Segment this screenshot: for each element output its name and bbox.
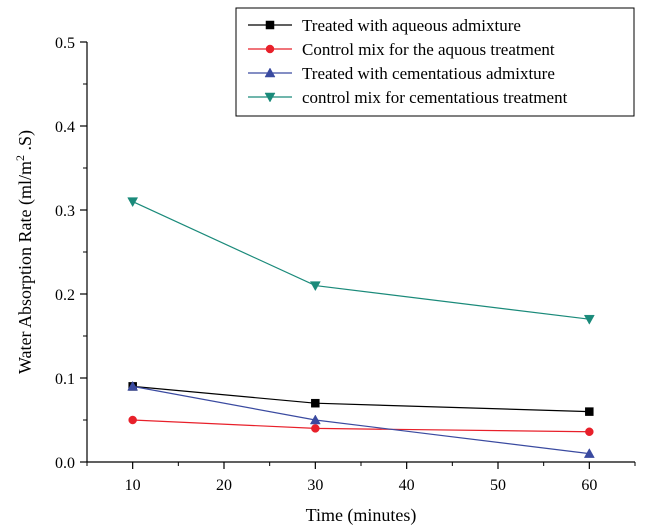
y-tick-label: 0.3 <box>55 203 75 220</box>
y-tick-label: 0.1 <box>55 371 75 388</box>
legend-label: Treated with cementatious admixture <box>302 64 555 83</box>
legend-box <box>235 7 635 117</box>
legend-swatch-marker <box>264 92 276 103</box>
legend-label: Control mix for the aquous treatment <box>302 40 555 59</box>
legend-swatch-marker <box>264 67 276 78</box>
y-tick-label: 0.2 <box>55 287 75 304</box>
series-line <box>132 385 590 455</box>
legend-item: Treated with aqueous admixture <box>248 16 521 35</box>
legend-swatch-marker <box>265 20 275 30</box>
legend-items: Treated with aqueous admixture Control mi… <box>248 16 568 107</box>
series-2 <box>128 415 594 437</box>
y-tick-label: 0.0 <box>55 455 75 472</box>
x-tick-label: 30 <box>307 477 323 494</box>
data-point <box>311 398 320 408</box>
data-point <box>127 197 139 208</box>
data-point <box>583 314 595 325</box>
legend: Treated with aqueous admixture Control mi… <box>235 7 635 117</box>
series-line <box>132 201 590 320</box>
data-point <box>585 427 594 437</box>
y-tick-label: 0.5 <box>55 35 75 52</box>
x-tick-label: 60 <box>581 477 597 494</box>
legend-swatch-marker <box>265 44 275 54</box>
y-axis-title-superscript: 2 <box>13 155 27 161</box>
x-tick-label: 40 <box>399 477 415 494</box>
x-tick-label: 50 <box>490 477 506 494</box>
data-point <box>309 414 321 425</box>
x-tick-label: 10 <box>125 477 141 494</box>
data-point <box>127 380 139 391</box>
y-axis-ticks: 0.0 0.1 0.2 0.3 0.4 0.5 <box>55 35 87 472</box>
data-point <box>585 407 594 416</box>
data-point <box>311 424 320 433</box>
x-tick-label: 20 <box>216 477 232 494</box>
data-point <box>128 415 137 425</box>
y-axis-title-main: Water Absorption Rate (ml/m <box>15 161 36 374</box>
series-layer <box>127 197 595 458</box>
legend-label: control mix for cementatious treatment <box>302 88 568 107</box>
series-4 <box>127 197 595 325</box>
legend-item: Treated with cementatious admixture <box>248 64 555 83</box>
legend-item: Control mix for the aquous treatment <box>248 40 555 59</box>
y-tick-label: 0.4 <box>55 119 75 136</box>
y-axis-title: Water Absorption Rate (ml/m2 .S) <box>13 130 36 374</box>
x-axis-ticks: 10 20 30 40 50 60 <box>86 462 636 494</box>
plot-area: 10 20 30 40 50 60 0.0 0.1 0.2 0.3 0.4 0.5 <box>55 35 636 494</box>
legend-item: control mix for cementatious treatment <box>248 88 568 107</box>
legend-label: Treated with aqueous admixture <box>302 16 521 35</box>
data-point <box>583 448 595 458</box>
y-axis-title-suffix: .S) <box>15 130 36 155</box>
data-point <box>309 281 321 292</box>
series-3 <box>127 380 595 458</box>
x-axis-title: Time (minutes) <box>306 505 417 526</box>
